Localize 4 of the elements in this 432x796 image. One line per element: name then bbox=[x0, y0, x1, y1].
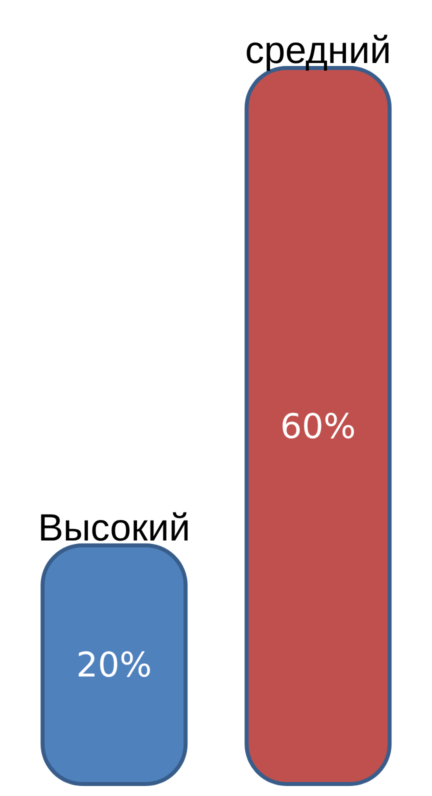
x-tick-label: средний bbox=[245, 30, 392, 72]
data-label: 20% bbox=[76, 646, 152, 686]
data-label: 60% bbox=[280, 407, 356, 448]
x-tick-label: Высокий bbox=[38, 507, 190, 550]
